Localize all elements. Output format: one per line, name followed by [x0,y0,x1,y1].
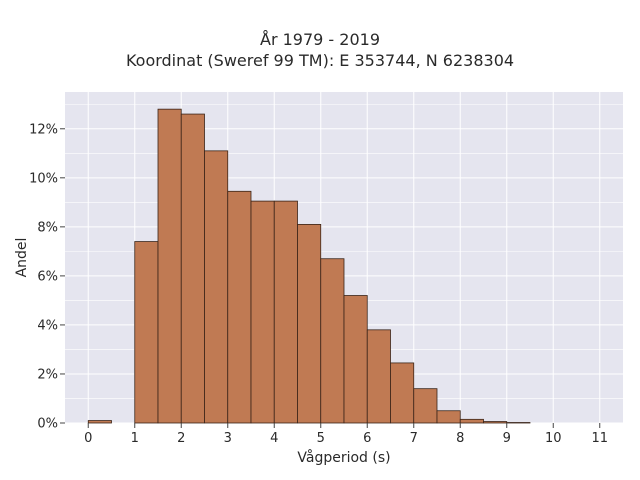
x-tick-label: 1 [131,431,139,446]
histogram-bar [273,200,298,424]
bars [87,108,531,424]
y-tick-label: 6% [37,269,58,284]
y-tick-label: 8% [37,220,58,235]
x-tick-label: 8 [456,431,464,446]
histogram-bar [227,190,252,424]
x-tick-label: 0 [84,431,92,446]
y-tick-label: 12% [29,122,58,137]
y-tick-label: 0% [37,417,58,432]
histogram-bar [134,241,159,424]
histogram-bar [483,421,508,424]
histogram-bar [250,200,275,424]
histogram-bar [413,388,438,424]
y-axis-label: Andel [14,238,30,278]
x-tick-label: 10 [545,431,562,446]
histogram-bar [157,108,182,424]
chart-title: År 1979 - 2019 [260,30,380,49]
histogram-bar [459,418,484,424]
y-tick-label: 10% [29,171,58,186]
y-tick-label: 2% [37,367,58,382]
histogram-bar [366,329,391,424]
histogram-bar [436,410,461,424]
histogram-bar [343,295,368,424]
x-tick-label: 3 [224,431,232,446]
x-tick-label: 5 [317,431,325,446]
x-tick-label: 9 [503,431,511,446]
x-tick-label: 4 [270,431,278,446]
x-tick-label: 7 [410,431,418,446]
x-axis-ticks: 0 1 2 3 4 5 6 7 8 9 10 11 [84,423,608,446]
x-tick-label: 11 [591,431,608,446]
x-tick-label: 2 [177,431,185,446]
histogram-bar [87,420,112,424]
y-axis-ticks: 0% 2% 4% 6% 8% 10% 12% [29,122,65,432]
histogram-bar [506,422,531,424]
y-tick-label: 4% [37,318,58,333]
histogram-bar [320,258,345,424]
histogram-bar [297,223,322,424]
x-tick-label: 6 [363,431,371,446]
x-axis-label: Vågperiod (s) [297,449,390,466]
histogram-bar [180,113,205,424]
histogram-bar [204,150,229,424]
chart-subtitle: Koordinat (Sweref 99 TM): E 353744, N 62… [125,51,515,70]
histogram-bar [390,362,415,424]
